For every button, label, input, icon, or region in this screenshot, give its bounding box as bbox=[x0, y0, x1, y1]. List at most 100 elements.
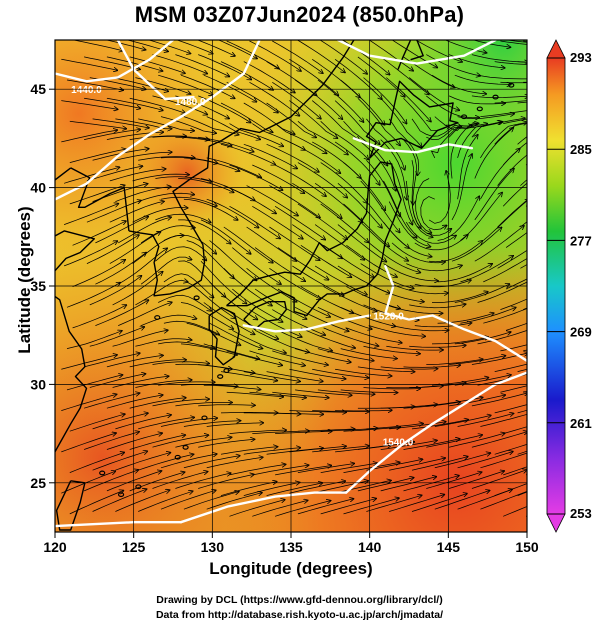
streamline bbox=[460, 256, 513, 283]
streamline bbox=[357, 478, 414, 492]
streamline bbox=[500, 40, 527, 45]
streamline bbox=[217, 40, 257, 59]
streamline bbox=[426, 435, 482, 448]
streamline bbox=[84, 56, 140, 69]
streamline bbox=[198, 405, 255, 406]
streamline bbox=[409, 304, 465, 309]
streamline bbox=[386, 77, 431, 122]
streamline bbox=[389, 495, 444, 512]
lon-tick-label: 140 bbox=[358, 539, 382, 555]
streamline bbox=[505, 278, 527, 290]
streamline bbox=[434, 491, 490, 510]
streamline bbox=[254, 247, 305, 282]
lon-tick-label: 150 bbox=[515, 539, 539, 555]
streamline bbox=[477, 74, 527, 80]
streamline bbox=[246, 185, 298, 216]
streamline bbox=[69, 453, 124, 473]
streamline bbox=[95, 217, 148, 244]
streamline bbox=[252, 465, 308, 476]
streamline bbox=[337, 224, 386, 262]
streamline bbox=[66, 283, 120, 308]
streamline bbox=[109, 169, 166, 182]
colorbar-tick-label: 285 bbox=[570, 142, 592, 157]
streamline bbox=[414, 323, 472, 328]
streamline bbox=[183, 157, 239, 171]
island-outline bbox=[174, 454, 181, 460]
latitude-tick-labels: 25 30 35 40 45 bbox=[30, 81, 46, 491]
streamline bbox=[160, 418, 217, 427]
streamline bbox=[138, 157, 195, 161]
streamline bbox=[178, 260, 225, 297]
streamline bbox=[503, 118, 527, 124]
streamline bbox=[411, 494, 467, 512]
streamline bbox=[206, 157, 261, 177]
streamline bbox=[454, 74, 511, 84]
streamline bbox=[129, 97, 185, 113]
streamline bbox=[155, 213, 210, 222]
streamline bbox=[209, 240, 257, 281]
streamline bbox=[343, 203, 390, 246]
streamline bbox=[297, 464, 354, 473]
streamline bbox=[63, 241, 117, 267]
streamline bbox=[243, 61, 295, 93]
streamline bbox=[220, 482, 277, 496]
lat-tick-label: 35 bbox=[30, 278, 46, 294]
streamline bbox=[431, 292, 488, 303]
height-contour-line bbox=[352, 137, 474, 154]
streamline bbox=[180, 74, 235, 98]
streamline bbox=[115, 415, 170, 430]
streamline bbox=[61, 58, 117, 70]
streamline bbox=[118, 217, 171, 244]
streamline bbox=[497, 154, 527, 186]
streamline bbox=[252, 205, 302, 238]
streamline bbox=[312, 141, 361, 178]
wind-streamlines bbox=[61, 40, 527, 517]
streamline bbox=[505, 322, 527, 331]
streamline bbox=[388, 118, 419, 175]
streamline bbox=[140, 314, 196, 326]
streamline bbox=[323, 286, 377, 312]
streamline bbox=[112, 330, 168, 347]
streamline bbox=[138, 491, 192, 512]
streamline bbox=[140, 257, 191, 285]
streamline bbox=[471, 470, 527, 489]
streamline bbox=[129, 472, 185, 492]
streamline bbox=[363, 77, 407, 124]
streamline bbox=[272, 40, 322, 73]
streamline bbox=[163, 234, 216, 254]
streamline bbox=[175, 473, 230, 489]
longitude-tick-labels: 120 125 130 135 140 145 150 bbox=[43, 539, 539, 555]
streamline bbox=[229, 205, 281, 238]
streamline bbox=[317, 389, 375, 394]
streamline bbox=[183, 116, 239, 135]
streamline bbox=[383, 263, 438, 281]
streamline bbox=[61, 100, 117, 110]
island-outline bbox=[117, 492, 125, 498]
streamline bbox=[480, 491, 527, 510]
streamline bbox=[386, 345, 443, 350]
streamline bbox=[158, 294, 211, 311]
streamline bbox=[497, 249, 527, 269]
streamline bbox=[320, 162, 367, 203]
streamline bbox=[183, 456, 240, 469]
streamline bbox=[357, 139, 396, 191]
height-contour-line bbox=[55, 40, 261, 201]
streamline bbox=[494, 404, 527, 414]
streamline bbox=[132, 174, 189, 182]
streamline bbox=[183, 198, 238, 220]
streamline bbox=[160, 196, 217, 206]
streamline bbox=[292, 265, 343, 296]
streamline bbox=[180, 302, 233, 330]
streamline bbox=[448, 95, 505, 104]
streamline bbox=[335, 410, 392, 411]
streamline bbox=[471, 96, 527, 98]
streamline bbox=[346, 327, 401, 343]
streamline bbox=[269, 226, 319, 260]
streamline bbox=[388, 201, 430, 247]
streamline bbox=[505, 232, 527, 248]
streamline bbox=[320, 121, 369, 159]
streamline bbox=[363, 388, 421, 389]
streamline bbox=[340, 348, 397, 359]
streamline bbox=[147, 40, 190, 53]
streamline bbox=[220, 143, 275, 164]
